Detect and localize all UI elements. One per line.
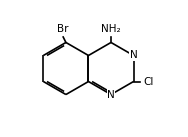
Text: Br: Br <box>57 24 69 34</box>
Text: N: N <box>107 90 115 99</box>
Text: N: N <box>130 51 137 60</box>
Text: NH₂: NH₂ <box>101 24 121 34</box>
Text: Cl: Cl <box>143 77 154 86</box>
